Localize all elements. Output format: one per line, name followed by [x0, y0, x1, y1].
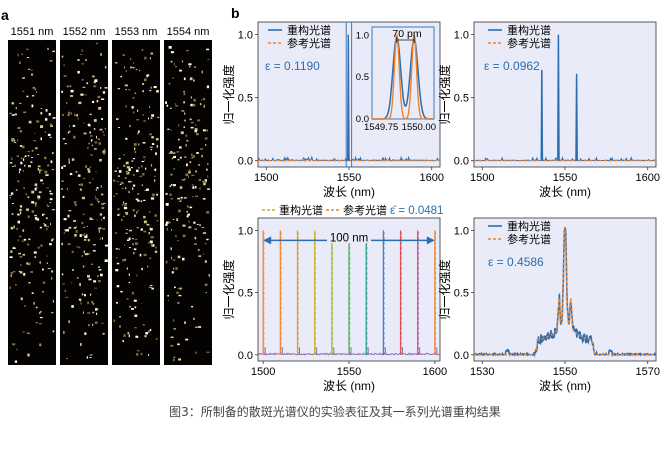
figure-3: a 1551 nm 1552 nm 1553 nm 1554 nm b 1500 155…: [1, 5, 660, 393]
series-reconstructed-peak: [575, 73, 578, 161]
figure-caption: 图3：所制备的散斑光谱仪的实验表征及其一系列光谱重构结果: [169, 405, 501, 419]
y-tick-label: 0.0: [238, 350, 253, 362]
y-axis-label: 归一化强度: [221, 64, 236, 124]
x-tick-label: 1550: [337, 366, 361, 378]
inset-x-tick-label: 1549.75: [364, 122, 398, 133]
x-axis-label: 波长 (nm): [539, 379, 591, 393]
speckle-label: 1554 nm: [167, 26, 210, 38]
x-axis-label: 波长 (nm): [323, 185, 375, 199]
y-tick-label: 0.5: [454, 93, 469, 105]
x-tick-label: 1500: [470, 172, 494, 184]
error-annotation: ε = 0.4586: [488, 255, 544, 269]
panel-b-letter: b: [231, 5, 240, 21]
plot-area: [473, 217, 657, 362]
speckle-label: 1551 nm: [11, 26, 54, 38]
span-label: 100 nm: [330, 232, 368, 244]
x-axis-label: 波长 (nm): [539, 185, 591, 199]
y-tick-label: 0.0: [454, 156, 469, 168]
legend-label-reference: 参考光谱: [343, 203, 387, 217]
y-axis-label: 归一化强度: [437, 64, 452, 124]
speckle-image: [112, 40, 160, 365]
panel-a-letter: a: [1, 7, 9, 23]
zoom-region-box: [345, 21, 353, 168]
x-tick-label: 1500: [254, 172, 278, 184]
legend-label-reference: 参考光谱: [507, 232, 551, 246]
y-tick-label: 0.0: [238, 156, 253, 168]
legend-label-reconstructed: 重构光谱: [287, 23, 331, 37]
x-tick-label: 1550: [553, 366, 577, 378]
x-tick-label: 1570: [635, 366, 659, 378]
inset-y-tick-label: 0.5: [356, 72, 369, 83]
plot-three-peaks: 1500 1550 1600 0.0 0.5 1.0 波长 (nm) 归一化强度 重构光谱参考光…: [437, 21, 660, 199]
y-tick-label: 1.0: [238, 30, 253, 42]
error-annotation: ε = 0.0962: [484, 59, 540, 73]
y-axis-label: 归一化强度: [437, 259, 452, 319]
series-reference: [474, 227, 656, 356]
y-tick-label: 0.5: [238, 288, 253, 300]
legend-label-reference: 参考光谱: [287, 36, 331, 50]
y-tick-label: 1.0: [454, 30, 469, 42]
inset-y-tick-label: 1.0: [356, 30, 369, 41]
x-tick-label: 1550: [337, 172, 361, 184]
y-tick-label: 1.0: [454, 225, 469, 237]
inset-zoom-plot: 0.0 0.5 1.0 1549.75 1550.00 70 pm: [356, 26, 436, 133]
panel-a-speckle-images: 1551 nm 1552 nm 1553 nm 1554 nm: [8, 26, 212, 365]
inset-x-tick-label: 1550.00: [402, 122, 436, 133]
y-tick-label: 0.5: [454, 288, 469, 300]
x-tick-label: 1530: [470, 366, 494, 378]
y-tick-label: 1.0: [238, 225, 253, 237]
y-axis-label: 归一化强度: [221, 259, 236, 319]
legend-label-reconstructed: 重构光谱: [507, 23, 551, 37]
x-tick-label: 1600: [423, 366, 447, 378]
x-tick-label: 1600: [635, 172, 659, 184]
inset-series-reference: [372, 32, 434, 120]
series-reconstructed-peak: [557, 34, 560, 161]
speckle-image: [8, 40, 56, 365]
error-annotation: ε̄ = 0.0481: [390, 205, 443, 217]
speckle-image: [164, 40, 212, 365]
x-tick-label: 1600: [419, 172, 443, 184]
legend-label-reconstructed: 重构光谱: [279, 203, 323, 217]
error-annotation: ε = 0.1190: [265, 59, 320, 73]
y-tick-label: 0.0: [454, 350, 469, 362]
series-reconstructed-peak: [540, 69, 544, 161]
speckle-label: 1552 nm: [63, 26, 106, 38]
inset-annotation: 70 pm: [392, 28, 421, 40]
plot-single-peak: 1500 1550 1600 0.0 0.5 1.0 波长 (nm) 归一化强度 重构光谱参考光…: [221, 21, 444, 199]
x-tick-label: 1550: [553, 172, 577, 184]
legend-label-reference: 参考光谱: [507, 36, 551, 50]
legend-label-reconstructed: 重构光谱: [507, 219, 551, 233]
plot-area: [473, 21, 657, 168]
plot-broadband: 1530 1550 1570 0.0 0.5 1.0 波长 (nm) 归一化强度 重构光谱参考光…: [437, 217, 660, 393]
y-tick-label: 0.5: [238, 93, 253, 105]
plot-scanned-lines: 1500 1550 1600 0.0 0.5 1.0 波长 (nm) 归一化强度 100 nm 重…: [221, 203, 447, 393]
speckle-label: 1553 nm: [115, 26, 158, 38]
inset-y-tick-label: 0.0: [356, 114, 369, 125]
speckle-image: [60, 40, 108, 365]
x-tick-label: 1500: [251, 366, 275, 378]
series-reconstructed-peak: [347, 34, 350, 161]
x-axis-label: 波长 (nm): [323, 379, 375, 393]
